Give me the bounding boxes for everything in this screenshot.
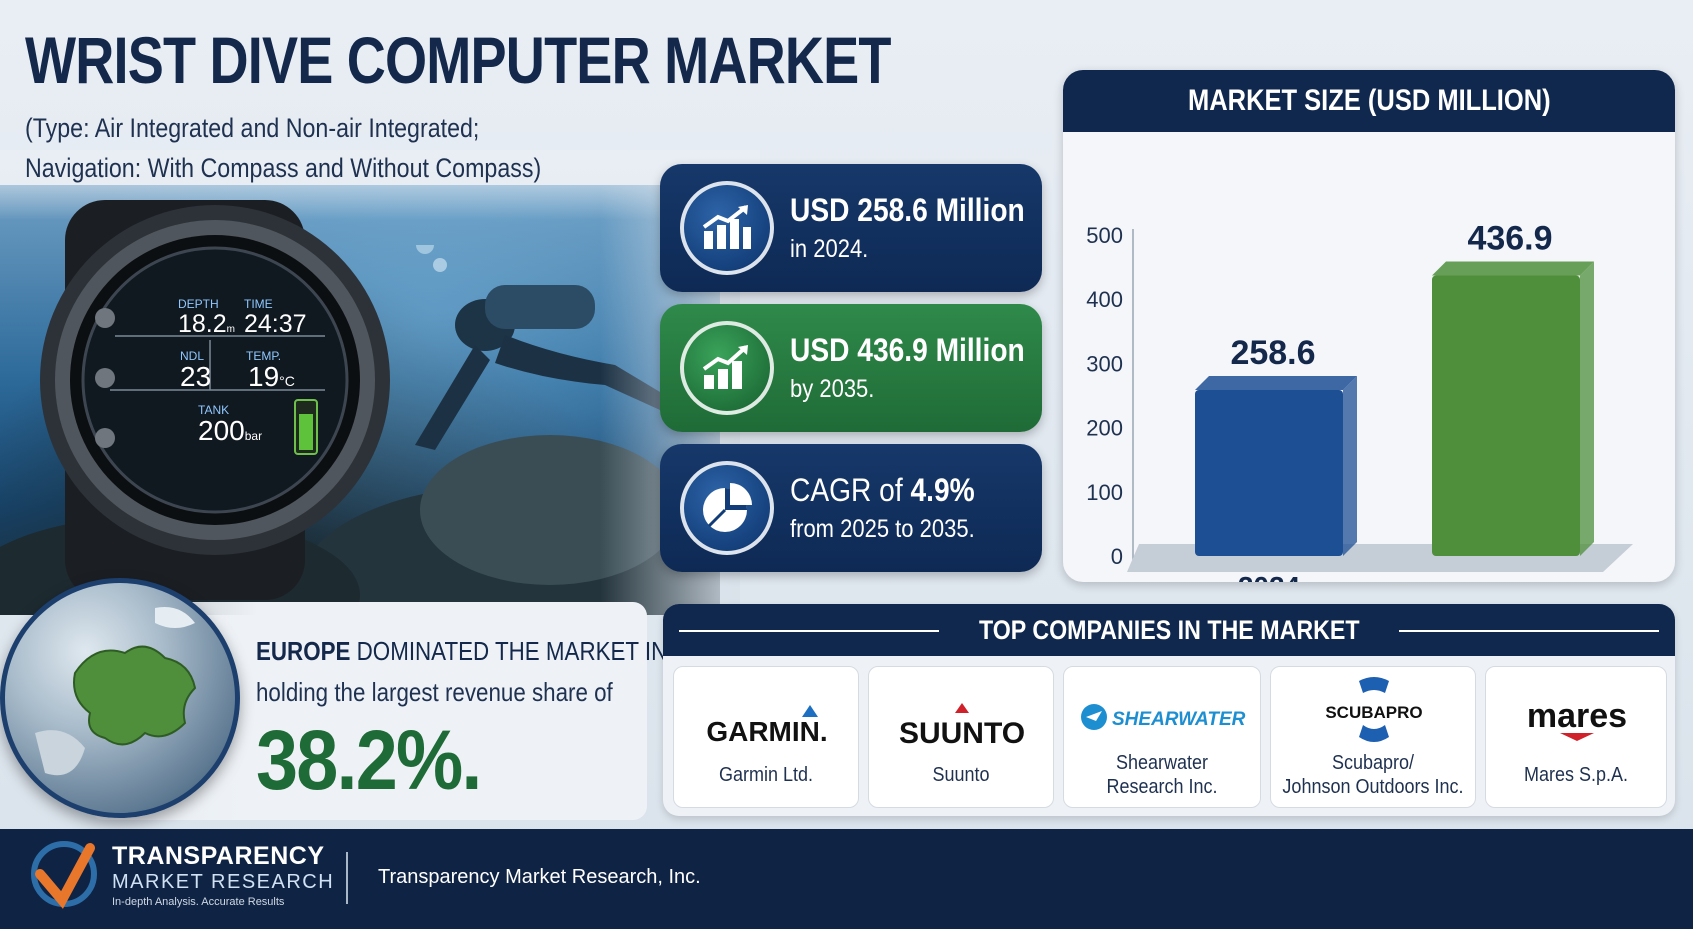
footer xyxy=(0,829,1693,929)
dive-computer-watch-image xyxy=(40,200,390,600)
page-subtitle: (Type: Air Integrated and Non-air Integr… xyxy=(25,108,541,188)
scubapro-logo: SCUBAPRO xyxy=(1271,675,1475,747)
globe-europe-icon xyxy=(0,578,240,818)
subtitle-line-1: (Type: Air Integrated and Non-air Integr… xyxy=(25,113,480,143)
footer-company: Transparency Market Research, Inc. xyxy=(378,866,701,888)
stat-value: USD 258.6 Million xyxy=(790,192,1025,228)
europe-share-value: 38.2%. xyxy=(256,713,482,807)
pie-chart-icon xyxy=(680,461,774,555)
stat-caption: by 2035. xyxy=(790,375,875,403)
footer-divider xyxy=(346,852,348,904)
depth-value: 18.2m xyxy=(178,310,236,338)
tank-label: TANK xyxy=(198,403,230,417)
page-title: WRIST DIVE COMPUTER MARKET xyxy=(25,23,891,97)
company-name: Suunto xyxy=(932,764,990,786)
mares-logo-text: mares xyxy=(1527,697,1627,735)
y-tick-label: 0 xyxy=(1111,544,1123,569)
company-name: Mares S.p.A. xyxy=(1523,764,1629,786)
bar-top-2024 xyxy=(1195,375,1357,390)
temp-label: TEMP. xyxy=(246,349,282,363)
y-tick-label: 500 xyxy=(1086,223,1123,248)
market-size-chart-panel: MARKET SIZE (USD MILLION) 0 100 200 300 400 5… xyxy=(1063,70,1675,582)
y-tick-label: 300 xyxy=(1086,351,1123,376)
chart-title: MARKET SIZE (USD MILLION) xyxy=(1063,70,1675,132)
stat-card-2035: USD 436.9 Million by 2035. xyxy=(660,304,1042,432)
company-card-garmin: GARMIN. Garmin Ltd. xyxy=(673,666,859,808)
shearwater-logo: SHEARWATER xyxy=(1064,697,1260,747)
subtitle-line-2: Navigation: With Compass and Without Com… xyxy=(25,153,542,183)
data-label-2024: 258.6 xyxy=(1230,334,1315,372)
time-label: TIME xyxy=(244,297,273,311)
stat-caption: in 2024. xyxy=(790,235,869,263)
bar-side-2035 xyxy=(1580,261,1594,556)
depth-label: DEPTH xyxy=(178,297,219,311)
company-card-suunto: SUUNTO Suunto xyxy=(868,666,1054,808)
company-card-mares: mares Mares S.p.A. xyxy=(1485,666,1667,808)
watch-screen: DEPTH 18.2m TIME 24:37 NDL 23 TEMP. 19°C… xyxy=(178,297,338,457)
top-companies-panel: TOP COMPANIES IN THE MARKET GARMIN. Garm… xyxy=(663,604,1675,816)
garmin-logo-text: GARMIN. xyxy=(706,716,827,747)
bar-2024 xyxy=(1195,389,1343,556)
bar-chart-growth-icon xyxy=(680,321,774,415)
market-size-bar-chart: 0 100 200 300 400 500 258.6 2024 436.9 2035 xyxy=(1086,220,1633,582)
bar-2035 xyxy=(1432,275,1580,556)
company-name: Garmin Ltd. xyxy=(718,764,814,786)
brand-name: TRANSPARENCY xyxy=(112,842,325,870)
transparency-logo-icon xyxy=(31,841,97,909)
europe-caption: holding the largest revenue share of xyxy=(256,677,613,707)
europe-headline: EUROPE DOMINATED THE MARKET IN 2024, xyxy=(256,636,730,666)
stat-card-2024: USD 258.6 Million in 2024. xyxy=(660,164,1042,292)
bar-chart-growth-icon xyxy=(680,181,774,275)
companies-heading: TOP COMPANIES IN THE MARKET xyxy=(663,604,1675,656)
brand-tagline: In-depth Analysis. Accurate Results xyxy=(112,896,285,908)
company-name: Scubapro/Johnson Outdoors Inc. xyxy=(1282,752,1464,798)
bar-side-2024 xyxy=(1343,375,1357,556)
time-value: 24:37 xyxy=(244,310,307,338)
brand-subname: MARKET RESEARCH xyxy=(112,871,335,893)
company-card-shearwater: SHEARWATER Shearwater Research Inc. xyxy=(1063,666,1261,808)
stat-value: USD 436.9 Million xyxy=(790,332,1025,368)
stat-card-cagr: CAGR of 4.9% from 2025 to 2035. xyxy=(660,444,1042,572)
stat-value: CAGR of 4.9% xyxy=(790,472,975,508)
scubapro-logo-text: SCUBAPRO xyxy=(1325,703,1422,722)
bar-top-2035 xyxy=(1432,261,1594,276)
suunto-logo-text: SUUNTO xyxy=(899,717,1025,747)
company-card-scubapro: SCUBAPRO Scubapro/Johnson Outdoors Inc. xyxy=(1270,666,1476,808)
y-tick-label: 100 xyxy=(1086,480,1123,505)
x-tick-label: 2035 xyxy=(1475,577,1537,582)
tank-value: 200bar xyxy=(198,415,263,446)
suunto-logo: SUUNTO xyxy=(869,697,1053,750)
data-label-2035: 436.9 xyxy=(1467,220,1552,258)
garmin-logo: GARMIN. xyxy=(674,697,858,747)
shearwater-logo-text: SHEARWATER xyxy=(1112,709,1246,730)
y-tick-label: 400 xyxy=(1086,287,1123,312)
x-tick-label: 2024 xyxy=(1238,571,1301,582)
company-name: Shearwater Research Inc. xyxy=(1106,752,1218,798)
y-tick-label: 200 xyxy=(1086,416,1123,441)
ndl-value: 23 xyxy=(180,361,212,392)
temp-value: 19°C xyxy=(248,361,295,392)
stat-caption: from 2025 to 2035. xyxy=(790,515,975,543)
ndl-label: NDL xyxy=(180,349,205,363)
mares-logo: mares xyxy=(1486,697,1666,747)
